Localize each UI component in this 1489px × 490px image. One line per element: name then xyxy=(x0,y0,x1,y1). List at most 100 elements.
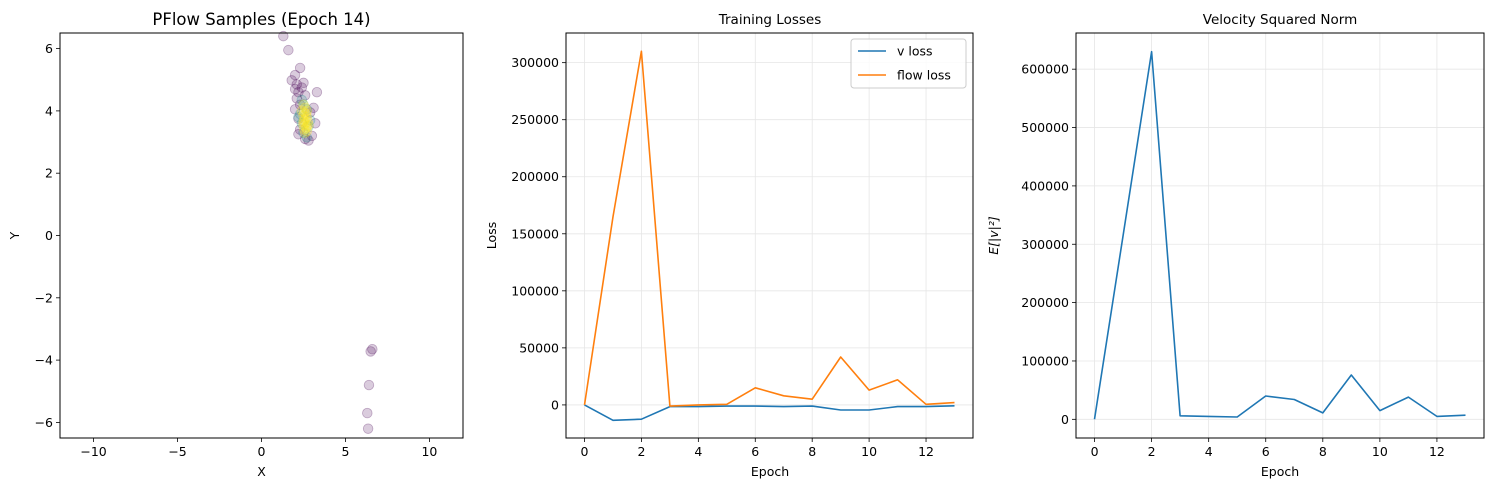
legend: v loss flow loss xyxy=(850,38,967,89)
scatter-point xyxy=(301,104,313,115)
losses-xtick-label: 12 xyxy=(918,444,934,459)
velocity-xtick-label: 2 xyxy=(1148,444,1156,459)
scatter-point xyxy=(294,108,306,120)
scatter-ytick-label: −4 xyxy=(35,353,53,368)
scatter-point xyxy=(296,82,308,93)
scatter-ytick-label: 0 xyxy=(45,228,53,243)
velocity-xtick-label: 10 xyxy=(1372,444,1388,459)
scatter-xtick-label: −5 xyxy=(168,444,186,459)
scatter-ytick-label: −2 xyxy=(35,290,53,305)
scatter-point xyxy=(310,118,321,129)
scatter-point xyxy=(301,111,313,123)
scatter-point xyxy=(299,107,310,118)
scatter-point xyxy=(302,116,313,127)
scatter-point xyxy=(300,108,312,120)
scatter-point xyxy=(294,62,306,74)
scatter-point xyxy=(298,119,309,131)
velocity-xtick-label: 0 xyxy=(1091,444,1099,459)
scatter-xtick-label: 0 xyxy=(258,444,266,459)
losses-line-flow-loss xyxy=(583,50,955,407)
scatter-point xyxy=(299,102,311,113)
losses-xtick-label: 4 xyxy=(694,444,702,459)
losses-ytick-label: 250000 xyxy=(511,112,559,127)
losses-title: Training Losses xyxy=(718,12,822,28)
scatter-point xyxy=(293,111,304,123)
scatter-point xyxy=(298,77,309,89)
losses-xtick-label: 10 xyxy=(861,444,877,459)
scatter-point xyxy=(303,135,314,146)
scatter-point xyxy=(303,121,314,132)
scatter-xtick-label: 5 xyxy=(341,444,349,459)
scatter-point xyxy=(296,105,308,117)
velocity-title: Velocity Squared Norm xyxy=(1203,12,1357,28)
scatter-point xyxy=(291,93,302,104)
velocity-xlabel: Epoch xyxy=(1261,464,1299,479)
losses-panel: Training Losses 0 2 4 6 8 10 12 0 50000 100000 150… xyxy=(484,12,974,479)
scatter-point xyxy=(298,99,309,110)
scatter-point xyxy=(293,129,304,140)
losses-ytick-label: 300000 xyxy=(511,55,559,70)
scatter-point xyxy=(301,121,313,132)
scatter-point xyxy=(301,125,313,137)
scatter-xlabel: X xyxy=(257,464,266,479)
scatter-ytick-label: 6 xyxy=(45,41,53,56)
scatter-point xyxy=(291,79,302,90)
scatter-point xyxy=(304,107,316,118)
scatter-point xyxy=(362,407,373,419)
losses-ytick-label: 200000 xyxy=(511,169,559,184)
scatter-point xyxy=(286,75,297,86)
velocity-ytick-label: 500000 xyxy=(1021,120,1069,135)
scatter-point xyxy=(289,83,301,95)
scatter-point xyxy=(304,115,316,126)
scatter-ytick-label: −6 xyxy=(35,415,53,430)
velocity-ylabel: E[|v|²] xyxy=(986,216,1001,255)
scatter-point xyxy=(299,127,311,138)
scatter-point xyxy=(301,132,313,143)
scatter-point xyxy=(303,119,314,131)
scatter-xtick-label: 10 xyxy=(421,444,437,459)
velocity-line-series xyxy=(1093,50,1466,420)
scatter-panel: PFlow Samples (Epoch 14) −10 −5 0 5 10 −6 −4 −2… xyxy=(7,10,464,479)
velocity-plot-frame xyxy=(1075,32,1485,439)
losses-xlabel: Epoch xyxy=(751,464,789,479)
velocity-ytick-label: 400000 xyxy=(1021,178,1069,193)
scatter-point xyxy=(301,105,313,117)
scatter-point xyxy=(299,124,310,135)
scatter-point xyxy=(289,104,301,115)
scatter-point xyxy=(311,86,323,98)
scatter-point xyxy=(363,379,375,391)
scatter-point xyxy=(293,113,304,124)
scatter-point xyxy=(299,90,311,101)
losses-ytick-label: 150000 xyxy=(511,226,559,241)
losses-xtick-label: 6 xyxy=(751,444,759,459)
scatter-point xyxy=(367,344,378,355)
losses-ytick-label: 0 xyxy=(551,397,559,412)
scatter-point xyxy=(283,44,294,56)
legend-label-flow-loss: flow loss xyxy=(897,68,951,83)
losses-ylabel: Loss xyxy=(484,222,499,249)
scatter-point xyxy=(298,116,309,127)
scatter-point xyxy=(306,130,318,142)
losses-ytick-label: 100000 xyxy=(511,283,559,298)
velocity-xtick-label: 4 xyxy=(1205,444,1213,459)
losses-plot-frame xyxy=(565,32,974,439)
scatter-ytick-label: 4 xyxy=(45,103,53,118)
losses-xtick-label: 0 xyxy=(581,444,589,459)
losses-line-v-loss xyxy=(584,404,955,422)
scatter-point xyxy=(299,133,311,145)
losses-xtick-label: 8 xyxy=(808,444,816,459)
velocity-xtick-label: 8 xyxy=(1319,444,1327,459)
scatter-point xyxy=(289,69,301,81)
scatter-point xyxy=(293,86,304,98)
scatter-title: PFlow Samples (Epoch 14) xyxy=(152,10,370,29)
scatter-ytick-label: 2 xyxy=(45,166,53,181)
scatter-point xyxy=(300,122,312,134)
losses-xtick-label: 2 xyxy=(637,444,645,459)
velocity-ytick-label: 100000 xyxy=(1021,353,1069,368)
scatter-point xyxy=(362,423,374,434)
scatter-point xyxy=(298,99,309,110)
scatter-point xyxy=(294,99,306,110)
scatter-point xyxy=(365,346,376,357)
losses-ytick-label: 50000 xyxy=(519,340,559,355)
